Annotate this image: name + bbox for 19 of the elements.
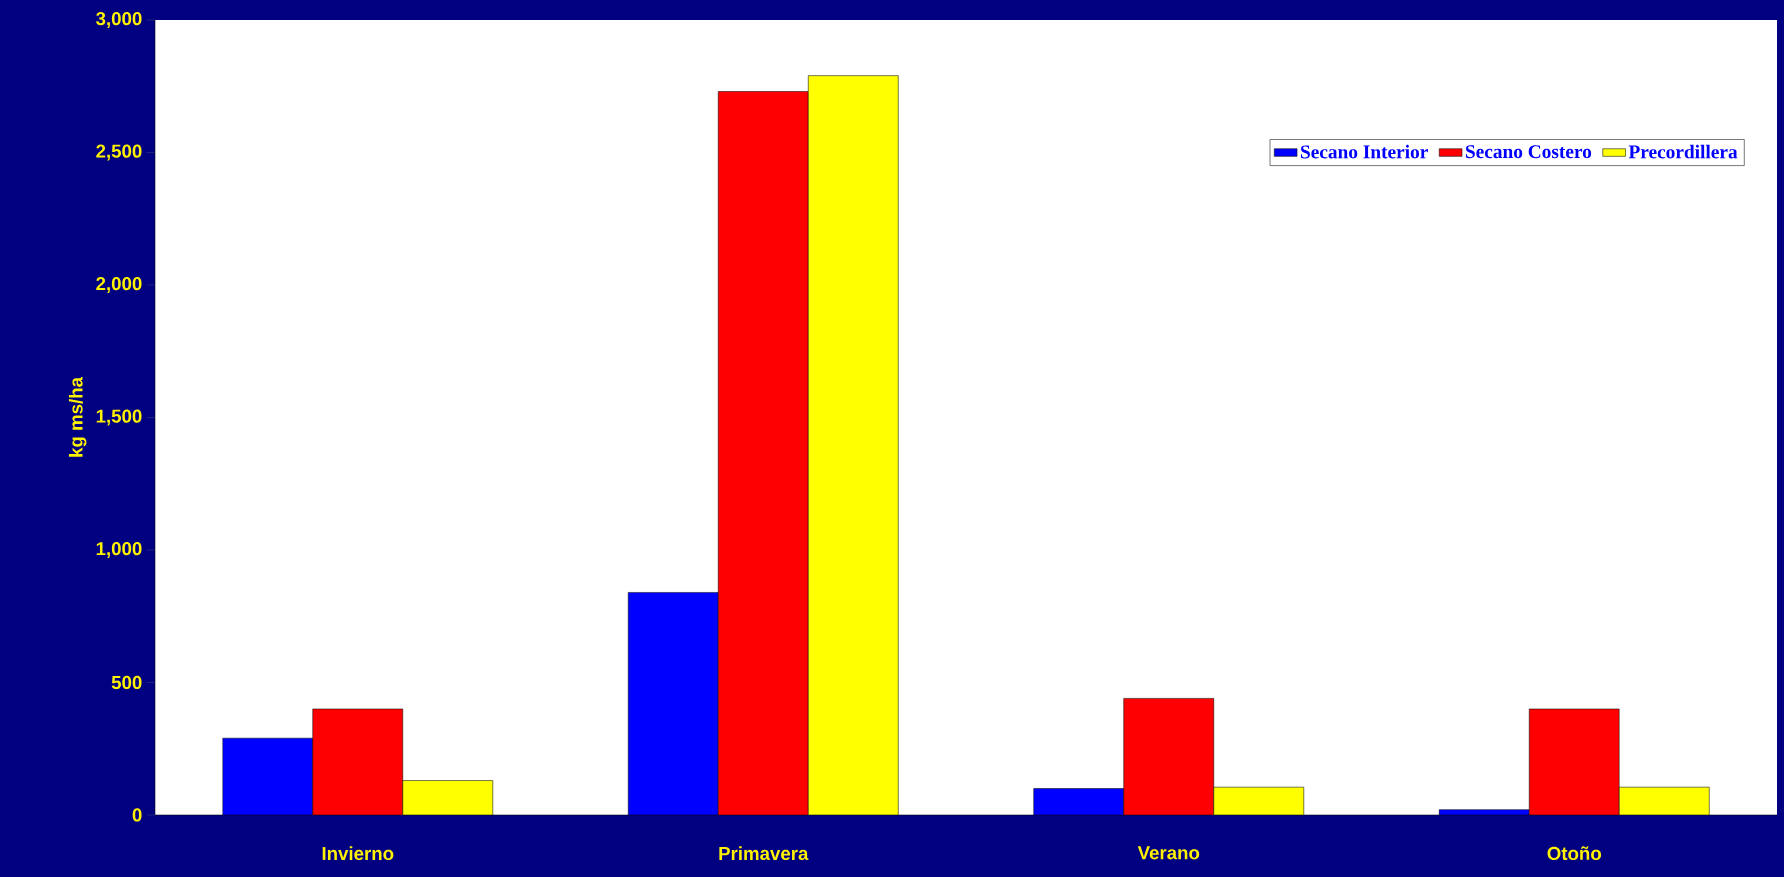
legend-label: Secano Interior [1301,144,1428,159]
y-tick-label: 500 [111,675,142,690]
y-tick-label: 2,500 [96,144,142,161]
y-tick-label: 3,000 [96,12,142,28]
legend-label: Secano Costero [1465,145,1592,159]
y-axis-title: kg ms/ha [68,376,87,457]
bar [1123,698,1214,815]
y-tick-label: 2,000 [96,277,142,293]
x-tick-label: Primavera [719,846,809,861]
bar [1528,708,1620,815]
x-tick-label: Otoño [1547,846,1602,860]
bar [718,91,809,815]
x-tick-label: Verano [1137,846,1200,860]
y-tick-label: 1,000 [96,542,142,558]
legend-label: Precordillera [1628,144,1738,159]
bar [312,708,403,815]
y-tick-label: 0 [132,808,142,822]
x-tick-label: Invierno [322,846,394,861]
y-tick-label: 1,500 [96,409,142,426]
